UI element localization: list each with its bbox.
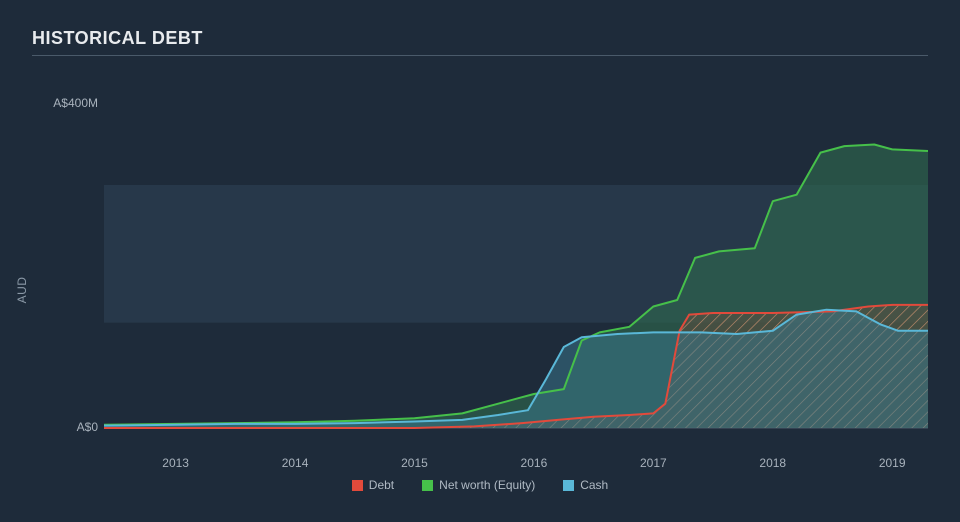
legend-label: Net worth (Equity) [439,478,535,492]
y-tick: A$0 [38,420,98,434]
x-tick: 2017 [640,456,667,470]
legend-swatch-equity [422,480,433,491]
x-tick: 2016 [521,456,548,470]
legend-item-cash[interactable]: Cash [563,478,608,492]
x-tick: 2018 [759,456,786,470]
chart-area: AUD DebtNet worth (Equity)Cash A$0A$400M… [32,70,928,510]
plot-svg [104,70,928,450]
legend: Debt Net worth (Equity) Cash [32,478,928,492]
x-tick: 2013 [162,456,189,470]
legend-item-equity[interactable]: Net worth (Equity) [422,478,535,492]
title-bar: HISTORICAL DEBT [32,28,928,56]
legend-label: Debt [369,478,394,492]
x-tick: 2019 [879,456,906,470]
y-axis-label: AUD [15,277,29,304]
legend-label: Cash [580,478,608,492]
x-tick: 2015 [401,456,428,470]
legend-swatch-debt [352,480,363,491]
legend-item-debt[interactable]: Debt [352,478,394,492]
legend-swatch-cash [563,480,574,491]
chart-title: HISTORICAL DEBT [32,28,928,49]
x-tick: 2014 [282,456,309,470]
y-tick: A$400M [38,96,98,110]
